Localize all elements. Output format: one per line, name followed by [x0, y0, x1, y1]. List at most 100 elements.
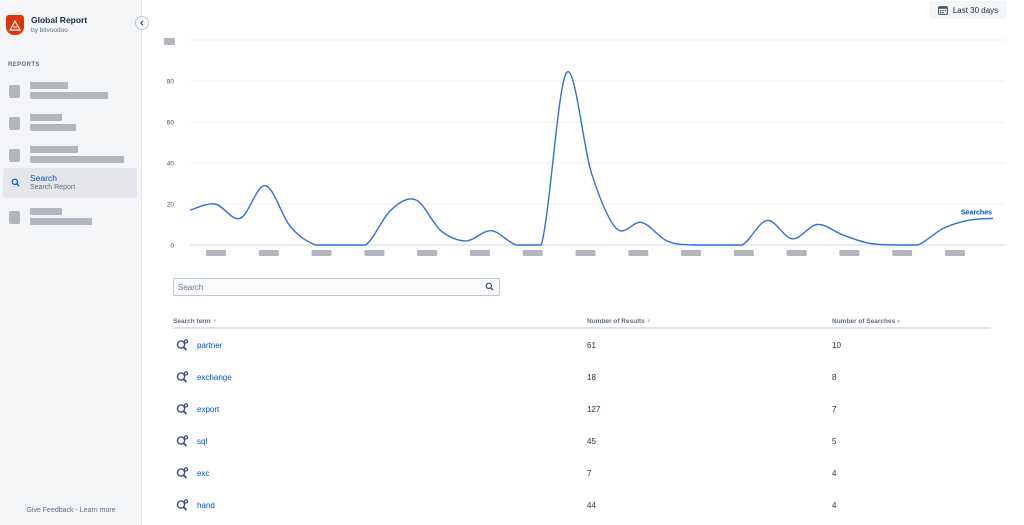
sidebar-item-search[interactable]: Search Search Report	[3, 168, 137, 198]
brand-logo	[6, 15, 24, 35]
search-icon	[11, 178, 20, 187]
table-row: export 127 7	[173, 393, 991, 425]
placeholder-title	[30, 82, 68, 89]
section-label-reports: REPORTS	[8, 62, 40, 68]
sidebar-item-label: Search	[30, 173, 57, 183]
search-input[interactable]	[174, 279, 474, 295]
collapse-sidebar-button[interactable]	[135, 16, 149, 30]
placeholder-subtitle	[30, 156, 124, 163]
calendar-icon	[937, 6, 948, 15]
y-tick-label: 0	[170, 243, 174, 250]
x-tick-label-placeholder	[839, 250, 860, 256]
search-term-icon	[176, 403, 189, 415]
number-of-searches: 5	[832, 437, 837, 446]
series-label-searches: Searches	[961, 209, 992, 216]
number-of-searches: 8	[832, 373, 837, 382]
table-row: partner 61 10	[173, 329, 991, 361]
brand: Global Report by bitvoodoo	[6, 15, 87, 36]
search-term-link[interactable]: hand	[197, 501, 215, 510]
x-tick-label-placeholder	[733, 250, 754, 256]
placeholder-subtitle	[30, 124, 76, 131]
learn-more-link[interactable]: Learn more	[79, 507, 116, 514]
number-of-searches: 7	[832, 405, 837, 414]
search-term-icon	[176, 371, 189, 383]
y-tick-label: 80	[167, 79, 175, 86]
sort-desc-icon: ▾	[897, 319, 900, 325]
column-header-search-term[interactable]: Search term ⇡	[173, 318, 217, 325]
table-row: hand 44 4	[173, 489, 991, 521]
x-tick-label-placeholder	[575, 250, 596, 256]
date-range-label: Last 30 days	[952, 5, 999, 15]
placeholder-title	[30, 114, 62, 121]
y-tick-label: 20	[167, 202, 175, 209]
chart-y-ticks: 0 20 40 60 80	[167, 79, 175, 250]
x-tick-label-placeholder	[945, 250, 965, 256]
searches-line-chart: 0 20 40 60 80 Searches	[164, 38, 1005, 256]
x-tick-label-placeholder	[258, 250, 279, 256]
column-header-label: Number of Results	[587, 318, 645, 325]
x-tick-label-placeholder	[311, 250, 332, 256]
table-row: exc 7 4	[173, 457, 991, 489]
column-header-label: Number of Searches	[832, 318, 896, 325]
sidebar-item-2[interactable]	[3, 109, 137, 139]
number-of-searches: 4	[832, 501, 837, 510]
search-terms-table: Search term ⇡ Number of Results ⇡ Number o…	[173, 314, 991, 521]
chevron-left-icon	[140, 20, 144, 26]
sidebar-item-1[interactable]	[3, 77, 137, 107]
y-axis-label-placeholder	[164, 38, 175, 45]
table-row: sql 45 5	[173, 425, 991, 457]
sidebar: Global Report by bitvoodoo REPORTS Searc…	[0, 0, 142, 525]
x-tick-label-placeholder	[522, 250, 543, 256]
number-of-results: 18	[587, 373, 596, 382]
search-icon[interactable]	[485, 282, 494, 291]
placeholder-icon	[9, 85, 20, 98]
sidebar-footer: Give Feedback - Learn more	[0, 507, 142, 514]
chart-gridlines	[190, 39, 1005, 246]
y-tick-label: 60	[167, 120, 175, 127]
search-term-link[interactable]: exc	[197, 469, 210, 478]
column-header-number-of-results[interactable]: Number of Results ⇡	[587, 318, 651, 325]
number-of-results: 61	[587, 341, 596, 350]
placeholder-subtitle	[30, 92, 108, 99]
sidebar-item-5[interactable]	[3, 203, 137, 233]
search-term-link[interactable]: partner	[197, 341, 223, 350]
search-term-link[interactable]: export	[197, 405, 220, 414]
search-term-icon	[176, 499, 189, 511]
placeholder-icon	[9, 211, 20, 224]
search-term-link[interactable]: sql	[197, 437, 208, 446]
x-tick-label-placeholder	[681, 250, 702, 256]
number-of-results: 7	[587, 469, 592, 478]
search-term-link[interactable]: exchange	[197, 373, 232, 382]
brand-subtitle: by bitvoodoo	[31, 27, 68, 34]
number-of-searches: 10	[832, 341, 841, 350]
brand-title: Global Report	[31, 15, 88, 25]
table-row: exchange 18 8	[173, 361, 991, 393]
number-of-results: 45	[587, 437, 596, 446]
sidebar-item-sublabel: Search Report	[30, 184, 76, 191]
x-tick-label-placeholder	[786, 250, 807, 256]
number-of-results: 127	[587, 405, 601, 414]
x-tick-label-placeholder	[469, 250, 490, 256]
search-box	[173, 278, 500, 296]
placeholder-icon	[9, 149, 20, 162]
y-tick-label: 40	[167, 161, 175, 168]
table-body: partner 61 10 exchange 18 8 export 127 7	[173, 329, 991, 521]
series-line-searches	[189, 71, 994, 246]
x-tick-label-placeholder	[364, 250, 385, 256]
x-tick-label-placeholder	[628, 250, 649, 256]
number-of-searches: 4	[832, 469, 837, 478]
search-term-icon	[176, 435, 189, 447]
sort-icon: ⇡	[646, 319, 651, 325]
placeholder-title	[30, 208, 62, 215]
search-term-icon	[176, 467, 189, 479]
column-header-label: Search term	[173, 318, 211, 325]
sort-icon: ⇡	[212, 319, 217, 325]
give-feedback-link[interactable]: Give Feedback	[26, 507, 74, 514]
number-of-results: 44	[587, 501, 596, 510]
chart-x-ticks	[206, 250, 965, 256]
date-range-button[interactable]: Last 30 days	[929, 1, 1007, 19]
x-tick-label-placeholder	[417, 250, 438, 256]
column-header-number-of-searches[interactable]: Number of Searches ▾	[832, 318, 900, 325]
placeholder-subtitle	[30, 218, 92, 225]
sidebar-item-3[interactable]	[3, 141, 137, 171]
